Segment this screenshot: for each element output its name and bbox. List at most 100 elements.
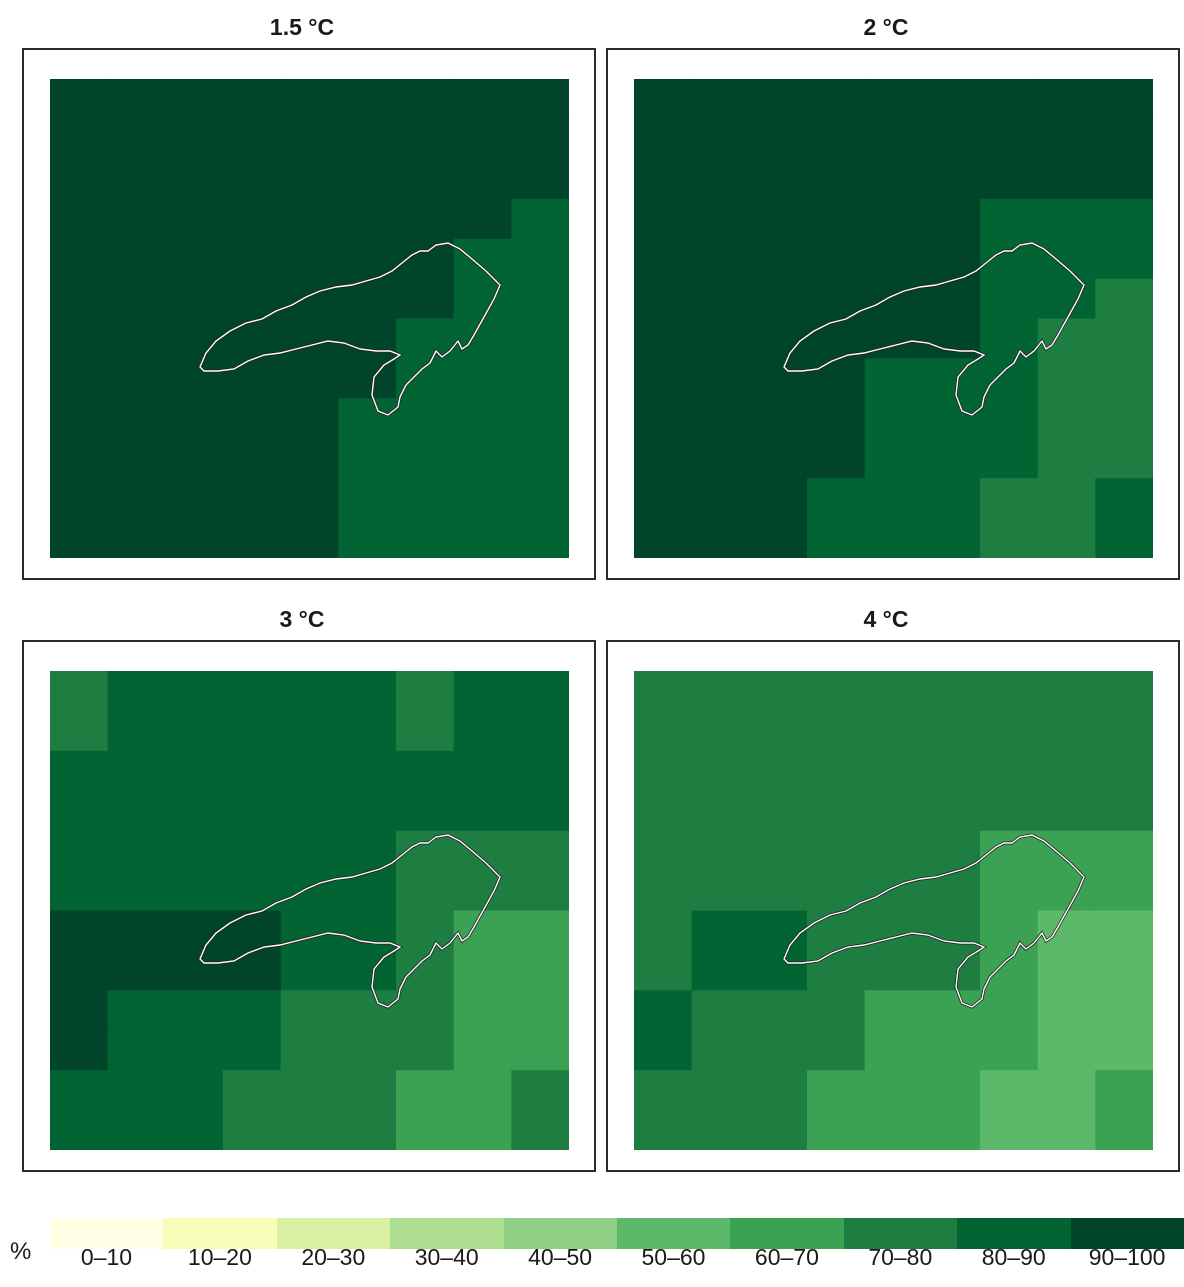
grid-cell — [980, 950, 1039, 991]
grid-cell — [165, 671, 224, 712]
grid-cell — [338, 790, 397, 832]
grid-cell — [922, 1110, 981, 1150]
grid-cell — [1095, 118, 1153, 160]
grid-cell — [749, 158, 808, 200]
grid-cell — [1037, 79, 1096, 120]
grid-cell — [50, 990, 109, 1031]
grid-cell — [634, 158, 693, 200]
grid-cell — [107, 118, 166, 160]
grid-cell — [922, 790, 981, 832]
grid-cell — [691, 910, 750, 952]
grid-cell — [749, 950, 808, 991]
grid-cell — [1095, 870, 1153, 912]
legend-label: 70–80 — [868, 1244, 933, 1270]
grid-cell — [807, 990, 866, 1031]
grid-cell — [807, 790, 866, 832]
grid-cell — [864, 198, 923, 240]
panel-title-1-5c: 1.5 °C — [269, 14, 335, 40]
grid-cell — [396, 1030, 455, 1071]
grid-cell — [864, 118, 923, 160]
grid-cell — [107, 438, 166, 479]
grid-cell — [691, 990, 750, 1031]
grid-cell — [749, 1030, 808, 1071]
grid-cell — [1037, 910, 1096, 952]
grid-cell — [1037, 1110, 1096, 1150]
grid-cell — [634, 278, 693, 320]
grid-cell — [980, 318, 1039, 360]
grid-cell — [864, 870, 923, 912]
grid-cell — [749, 358, 808, 399]
grid-cell — [864, 398, 923, 439]
grid-cell — [107, 198, 166, 240]
grid-cell — [634, 518, 693, 558]
grid-cell — [50, 710, 109, 752]
legend-label: 50–60 — [641, 1244, 706, 1270]
grid-cell — [511, 238, 569, 280]
grid-cell — [165, 79, 224, 120]
grid-cell — [280, 950, 339, 991]
grid-cell — [280, 398, 339, 439]
grid-cell — [634, 318, 693, 360]
grid-cell — [165, 518, 224, 558]
grid-cell — [453, 398, 512, 439]
grid-cell — [807, 1110, 866, 1150]
grid-cell — [691, 118, 750, 160]
grid-cell — [1037, 318, 1096, 360]
grid-cell — [980, 671, 1039, 712]
grid-cell — [223, 750, 282, 792]
grid-cell — [338, 158, 397, 200]
grid-cell — [922, 910, 981, 952]
grid-cell — [338, 750, 397, 792]
grid-cell — [511, 198, 569, 240]
grid-cell — [50, 870, 109, 912]
grid-cell — [338, 118, 397, 160]
grid-cell — [1037, 278, 1096, 320]
grid-cell — [107, 238, 166, 280]
grid-cell — [980, 710, 1039, 752]
grid-cell — [511, 518, 569, 558]
grid-cell — [634, 198, 693, 240]
region-outline — [199, 242, 501, 416]
grid-cell — [223, 198, 282, 240]
grid-cell — [1095, 438, 1153, 479]
grid-cell — [511, 870, 569, 912]
grid-cell — [1037, 750, 1096, 792]
grid-cell — [807, 158, 866, 200]
grid-cell — [864, 278, 923, 320]
grid-cell — [980, 118, 1039, 160]
grid-cell — [749, 278, 808, 320]
grid-cell — [922, 79, 981, 120]
grid-cell — [980, 1110, 1039, 1150]
grid-cell — [280, 990, 339, 1031]
grid-cell — [107, 358, 166, 399]
grid-cell — [338, 1070, 397, 1111]
grid-cell — [864, 358, 923, 399]
legend-label: 0–10 — [80, 1244, 133, 1270]
grid-cell — [922, 318, 981, 360]
grid-cell — [511, 278, 569, 320]
grid-cell — [280, 198, 339, 240]
grid-cell — [511, 118, 569, 160]
grid-cell — [453, 1030, 512, 1071]
grid-cell — [922, 518, 981, 558]
grid-cell — [107, 990, 166, 1031]
grid-cell — [1037, 238, 1096, 280]
grid-cell — [280, 438, 339, 479]
grid-cell — [1037, 790, 1096, 832]
grid-cell — [1095, 830, 1153, 872]
grid-cell — [280, 910, 339, 952]
grid-cell — [1095, 1070, 1153, 1111]
grid-cell — [807, 438, 866, 479]
grid-cell — [396, 79, 455, 120]
grid-cell — [396, 438, 455, 479]
grid-cell — [50, 950, 109, 991]
grid-cell — [280, 518, 339, 558]
grid-cell — [634, 358, 693, 399]
grid-cell — [691, 238, 750, 280]
grid-cell — [864, 478, 923, 519]
grid-cell — [922, 478, 981, 519]
grid-cell — [223, 1030, 282, 1071]
grid-cell — [165, 1070, 224, 1111]
grid-cell — [165, 118, 224, 160]
legend-label: 20–30 — [301, 1244, 366, 1270]
